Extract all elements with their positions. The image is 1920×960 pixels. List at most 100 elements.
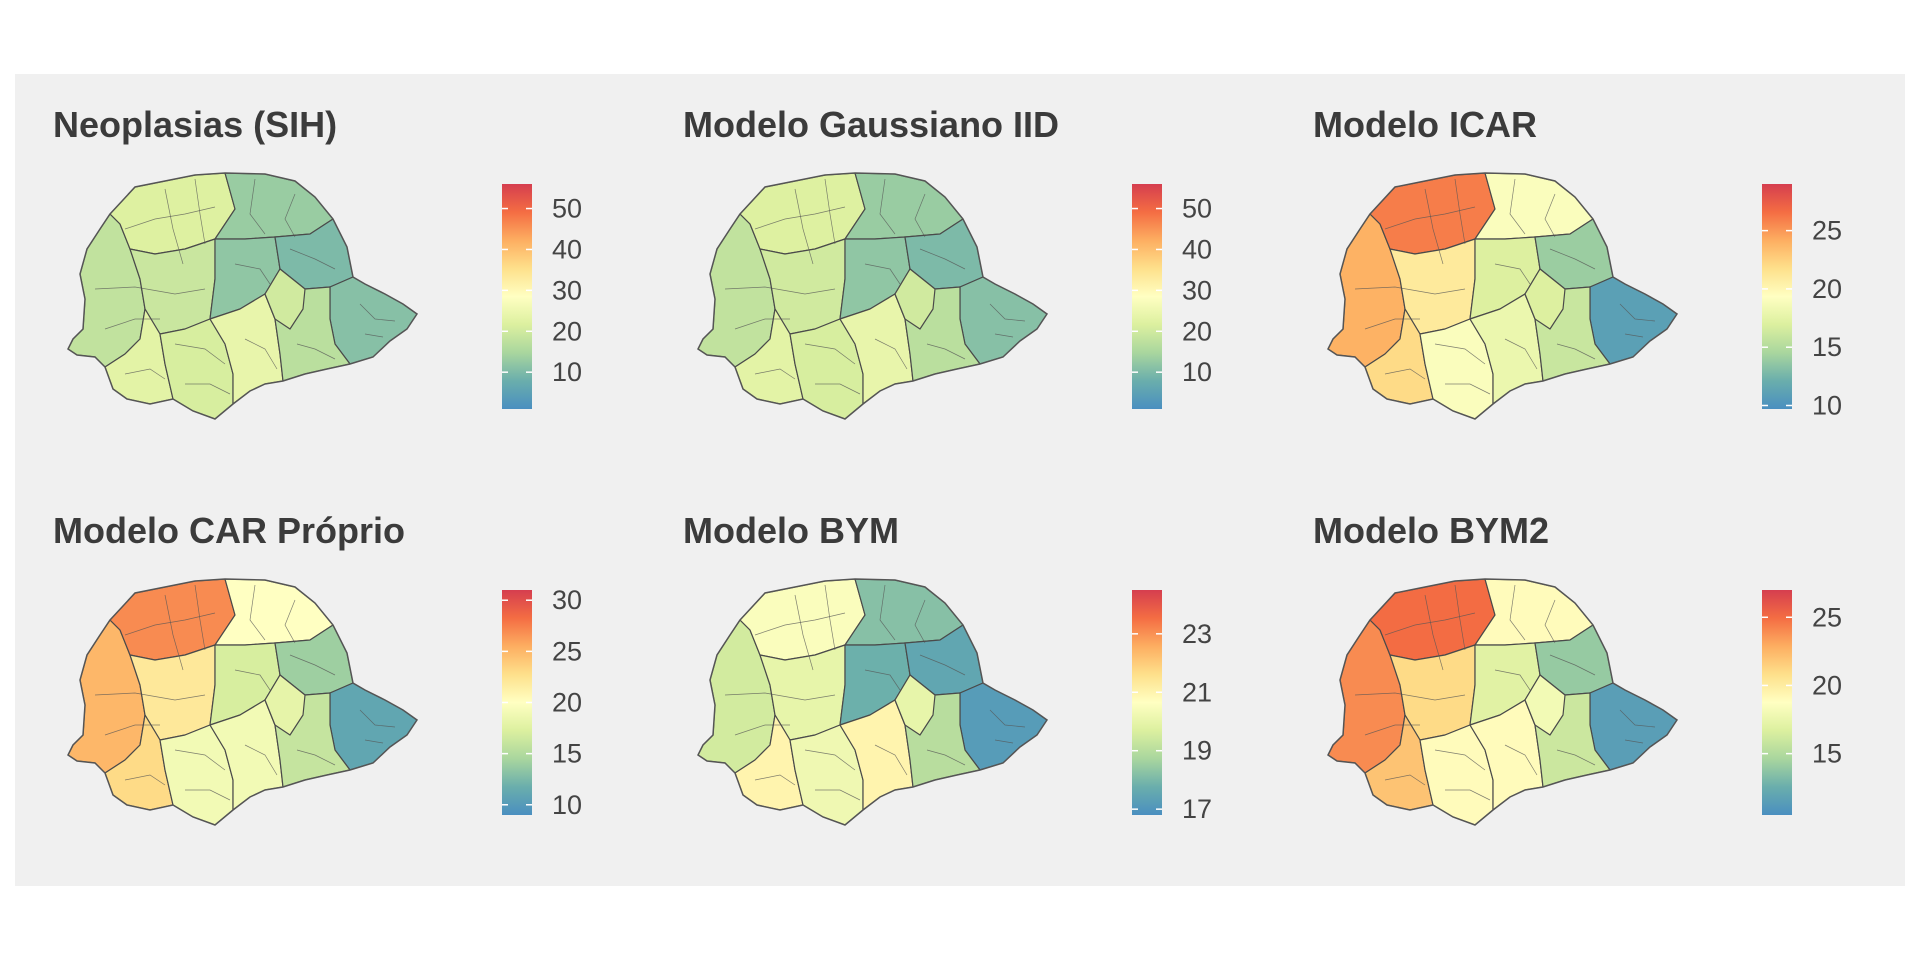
municipality-border — [989, 709, 1026, 728]
map-panel-car-proprio: Modelo CAR Próprio 10 15 20 25 30 — [15, 480, 645, 886]
legend-tick-label: 10 — [552, 357, 582, 387]
parana-map — [697, 578, 1049, 826]
municipality-border — [914, 599, 926, 644]
legend-tick-label: 15 — [552, 739, 582, 769]
parana-map — [1327, 578, 1679, 826]
municipality-border — [94, 286, 206, 295]
state-outline — [1327, 172, 1679, 420]
legend-tick-label: 25 — [552, 636, 582, 666]
panel-title: Neoplasias (SIH) — [53, 104, 338, 145]
municipality-border — [289, 248, 336, 270]
municipality-border — [249, 178, 266, 235]
municipality-border — [994, 333, 1014, 338]
municipality-border — [1549, 654, 1596, 676]
municipality-border — [734, 318, 790, 330]
parana-map — [67, 578, 419, 826]
panel-title: Modelo BYM2 — [1313, 510, 1550, 551]
municipality-border — [994, 739, 1014, 744]
municipality-border — [879, 178, 896, 235]
color-legend: 17 19 21 23 — [1132, 590, 1212, 824]
municipality-border — [1544, 193, 1556, 238]
color-legend: 10 20 30 40 50 — [502, 184, 582, 409]
color-legend: 10 20 30 40 50 — [1132, 184, 1212, 409]
panel-title: Modelo Gaussiano IID — [683, 104, 1060, 145]
municipality-border — [874, 744, 908, 776]
municipality-border — [244, 338, 278, 370]
municipality-border — [124, 368, 166, 380]
municipality-border — [1434, 749, 1486, 771]
legend-tick-label: 10 — [1812, 391, 1842, 421]
municipality-border — [1354, 286, 1466, 295]
map-region-l — [264, 268, 306, 330]
municipality-border — [1384, 774, 1426, 786]
colorbar — [1132, 184, 1162, 409]
color-legend: 10 15 20 25 30 — [502, 585, 582, 820]
legend-tick-label: 30 — [552, 585, 582, 615]
municipality-border — [864, 263, 901, 285]
municipality-border — [754, 612, 846, 636]
municipality-border — [1354, 692, 1466, 701]
municipality-border — [754, 206, 846, 230]
colorbar — [502, 184, 532, 409]
legend-tick-label: 21 — [1182, 677, 1212, 707]
figure-background: Neoplasias (SIH) 10 20 30 40 50 Modelo Gauss… — [15, 74, 1905, 886]
municipality-border — [1504, 338, 1538, 370]
municipality-border — [824, 178, 836, 245]
municipality-border — [296, 343, 336, 360]
municipality-border — [824, 584, 836, 651]
legend-tick-label: 17 — [1182, 794, 1212, 824]
legend-tick-label: 20 — [552, 688, 582, 718]
municipality-border — [734, 724, 790, 736]
municipality-border — [1454, 584, 1466, 651]
parana-map — [1327, 172, 1679, 420]
color-legend: 15 20 25 — [1762, 590, 1842, 815]
municipality-border — [234, 669, 271, 691]
municipality-border — [1424, 594, 1444, 671]
legend-tick-label: 20 — [552, 316, 582, 346]
municipality-border — [359, 709, 396, 728]
municipality-border — [244, 744, 278, 776]
municipality-border — [1544, 599, 1556, 644]
municipality-border — [94, 692, 206, 701]
municipality-border — [1619, 303, 1656, 322]
legend-tick-label: 50 — [552, 194, 582, 224]
map-region-i — [1589, 682, 1677, 771]
map-region-l — [1524, 674, 1566, 736]
map-panel-gaussiano-iid: Modelo Gaussiano IID 10 20 30 40 50 — [645, 74, 1275, 480]
map-region-l — [1524, 268, 1566, 330]
map-panel-bym: Modelo BYM 17 19 21 23 — [645, 480, 1275, 886]
municipality-border — [1509, 178, 1526, 235]
municipality-border — [1364, 318, 1420, 330]
municipality-border — [1445, 383, 1491, 395]
legend-tick-label: 20 — [1812, 274, 1842, 304]
municipality-border — [194, 584, 206, 651]
municipality-border — [174, 343, 226, 365]
panel-title: Modelo CAR Próprio — [53, 510, 405, 551]
municipality-border — [1454, 178, 1466, 245]
legend-tick-label: 20 — [1182, 316, 1212, 346]
municipality-border — [804, 343, 856, 365]
municipality-border — [185, 789, 231, 801]
municipality-border — [289, 654, 336, 676]
municipality-border — [104, 724, 160, 736]
map-region-l — [264, 674, 306, 736]
state-outline — [697, 172, 1049, 420]
legend-tick-label: 15 — [1812, 739, 1842, 769]
municipality-border — [296, 749, 336, 766]
municipality-border — [926, 749, 966, 766]
municipality-border — [164, 188, 184, 265]
municipality-border — [1556, 343, 1596, 360]
municipality-border — [724, 692, 836, 701]
municipality-border — [919, 654, 966, 676]
municipality-border — [1504, 744, 1538, 776]
municipality-border — [874, 338, 908, 370]
legend-tick-label: 40 — [552, 234, 582, 264]
municipality-border — [1434, 343, 1486, 365]
municipality-border — [1424, 188, 1444, 265]
municipality-border — [1624, 333, 1644, 338]
municipality-border — [1549, 248, 1596, 270]
municipality-border — [234, 263, 271, 285]
map-region-l — [894, 268, 936, 330]
legend-tick-label: 50 — [1182, 194, 1212, 224]
municipality-border — [194, 178, 206, 245]
